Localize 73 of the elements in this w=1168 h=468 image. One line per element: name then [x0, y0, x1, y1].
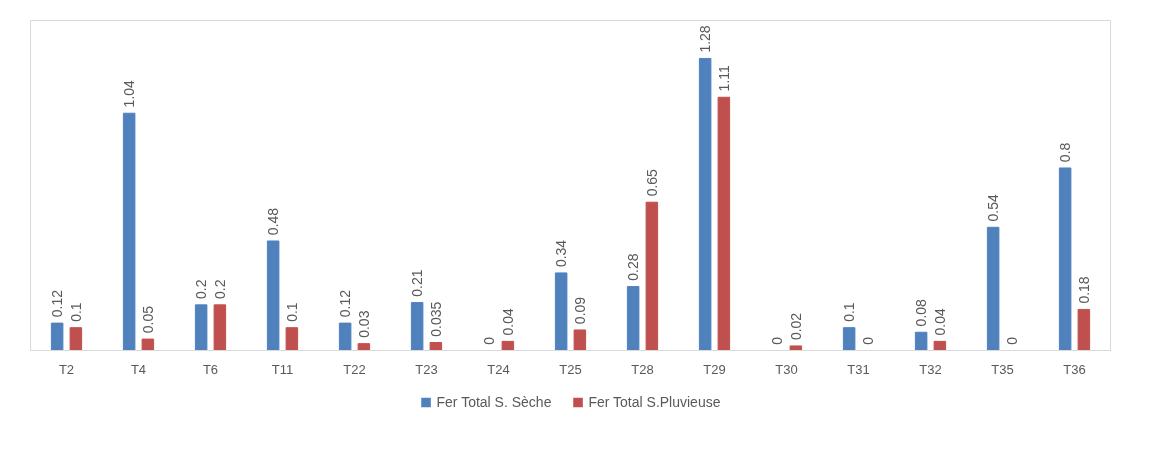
data-label: 0.1 [841, 302, 858, 322]
data-label: 0.18 [1075, 276, 1092, 304]
bar [122, 112, 136, 351]
x-tick-label: T30 [775, 361, 798, 377]
data-label: 1.11 [715, 64, 732, 92]
bar [645, 201, 659, 351]
bar [933, 340, 947, 351]
data-label: 0.1 [283, 302, 300, 322]
x-tick-label: T2 [58, 361, 75, 377]
data-label: 0.02 [787, 312, 804, 341]
data-label: 0.28 [625, 253, 642, 281]
data-label: 0 [769, 336, 786, 345]
data-label: 0.09 [571, 296, 588, 325]
bar [429, 342, 443, 351]
bar [141, 338, 155, 351]
legend-label: Fer Total S.Pluvieuse [588, 393, 721, 410]
x-tick-label: T4 [130, 361, 147, 377]
bar [194, 304, 208, 351]
data-label: 0.035 [427, 301, 444, 337]
data-label: 0.8 [1057, 142, 1074, 163]
bar [410, 302, 424, 351]
bar [698, 57, 712, 351]
x-tick-label: T25 [559, 361, 582, 377]
bar [501, 340, 515, 351]
data-label: 0.48 [265, 207, 282, 236]
bar [357, 343, 371, 351]
x-tick-label: T35 [991, 361, 1014, 377]
data-label: 0 [1003, 336, 1020, 345]
bar [50, 322, 64, 351]
bar [626, 286, 640, 351]
data-label: 0.04 [499, 308, 516, 336]
data-label: 1.28 [697, 25, 714, 53]
data-label: 1.04 [121, 79, 138, 108]
data-label: 0.04 [931, 308, 948, 336]
data-label: 0 [481, 336, 498, 345]
x-tick-label: T36 [1063, 361, 1086, 377]
x-tick-label: T31 [847, 361, 870, 377]
data-label: 0.2 [193, 279, 210, 300]
bar [789, 345, 803, 351]
x-tick-label: T24 [487, 361, 510, 377]
data-label: 0.12 [49, 289, 66, 318]
bar [338, 322, 352, 351]
bar [69, 327, 83, 351]
x-tick-label: T29 [703, 361, 726, 377]
x-tick-label: T28 [631, 361, 654, 377]
bar [573, 329, 587, 351]
bar [554, 272, 568, 351]
data-label: 0.1 [67, 302, 84, 322]
data-label: 0.34 [553, 239, 570, 268]
bar [914, 331, 928, 351]
bar [717, 96, 731, 351]
bar [285, 327, 299, 351]
bar [213, 304, 227, 351]
x-tick-label: T23 [415, 361, 438, 377]
data-label: 0.65 [643, 168, 660, 197]
data-label: 0.54 [985, 193, 1002, 222]
x-tick-label: T6 [202, 361, 219, 377]
x-tick-label: T32 [919, 361, 942, 377]
bar [842, 327, 856, 351]
data-label: 0.08 [913, 298, 930, 327]
data-label: 0.05 [139, 305, 156, 334]
bar [266, 240, 280, 351]
data-label: 0.2 [211, 279, 228, 300]
data-label: 0.21 [409, 269, 426, 297]
data-label: 0 [859, 336, 876, 345]
data-label: 0.12 [337, 289, 354, 318]
x-tick-label: T22 [343, 361, 366, 377]
data-label: 0.03 [355, 310, 372, 338]
bar [1077, 308, 1091, 351]
x-tick-label: T11 [271, 361, 294, 377]
legend-label: Fer Total S. Sèche [436, 393, 552, 410]
bar [1058, 167, 1072, 351]
bar [986, 226, 1000, 351]
